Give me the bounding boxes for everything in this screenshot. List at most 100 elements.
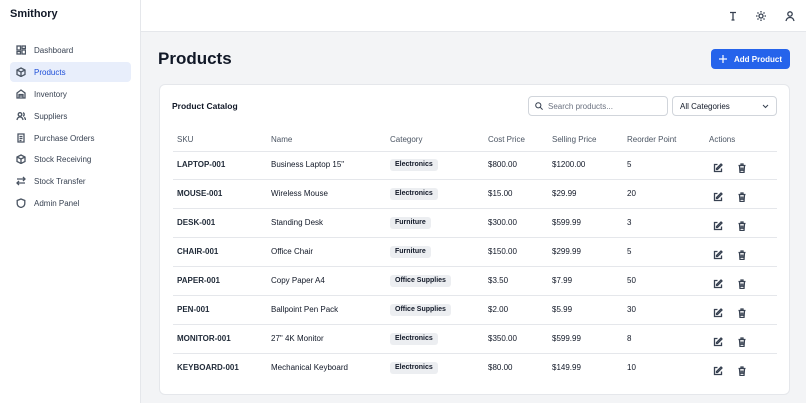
- table-cell: $29.99: [552, 189, 577, 198]
- delete-button[interactable]: [737, 334, 747, 348]
- table-cell: $599.99: [552, 218, 581, 227]
- filter-value: All Categories: [680, 101, 730, 111]
- table-cell: 30: [627, 305, 636, 314]
- delete-button[interactable]: [737, 276, 747, 290]
- column-header: Reorder Point: [627, 135, 677, 144]
- table-cell: Business Laptop 15": [271, 160, 345, 169]
- category-badge: Electronics: [390, 159, 438, 171]
- category-badge: Office Supplies: [390, 275, 451, 287]
- table-cell: $300.00: [488, 218, 517, 227]
- delete-icon: [738, 308, 746, 319]
- delete-button[interactable]: [737, 305, 747, 319]
- nav-item[interactable]: Stock Transfer: [10, 171, 131, 191]
- table-cell: MONITOR-001: [177, 334, 231, 343]
- row-separator: [173, 324, 777, 325]
- nav-icon: [16, 154, 26, 164]
- chevron: [762, 104, 769, 108]
- edit-button[interactable]: [713, 160, 723, 173]
- table-cell: Ballpoint Pen Pack: [271, 305, 339, 314]
- edit-icon: [713, 163, 723, 173]
- delete-icon: [738, 192, 746, 203]
- table-cell: $7.99: [552, 276, 573, 285]
- delete-button[interactable]: [737, 160, 747, 174]
- column-header: Actions: [709, 135, 736, 144]
- table-cell: $1200.00: [552, 160, 586, 169]
- table-cell: PAPER-001: [177, 276, 220, 285]
- nav-label: Suppliers: [34, 111, 68, 121]
- row-separator: [173, 295, 777, 296]
- category-filter[interactable]: All Categories: [672, 96, 777, 116]
- delete-button[interactable]: [737, 189, 747, 203]
- add-product-button[interactable]: Add Product: [711, 49, 790, 69]
- edit-icon: [713, 221, 723, 231]
- font-toggle[interactable]: [727, 10, 739, 22]
- category-badge: Furniture: [390, 217, 431, 229]
- nav-item[interactable]: Stock Receiving: [10, 149, 131, 169]
- delete-button[interactable]: [737, 363, 747, 377]
- edit-icon: [713, 308, 723, 318]
- nav-icon: [16, 45, 26, 55]
- table-cell: Wireless Mouse: [271, 189, 328, 198]
- top-bar: [141, 0, 806, 32]
- table-cell: KEYBOARD-001: [177, 363, 239, 372]
- category-badge: Electronics: [390, 362, 438, 374]
- search-icon: [535, 102, 543, 110]
- edit-icon: [713, 337, 723, 347]
- edit-button[interactable]: [713, 189, 723, 202]
- plus-icon: [719, 55, 727, 63]
- edit-button[interactable]: [713, 247, 723, 260]
- nav-label: Stock Receiving: [34, 154, 92, 164]
- header-separator: [173, 151, 777, 152]
- edit-button[interactable]: [713, 334, 723, 347]
- nav-icon: [16, 112, 26, 121]
- edit-button[interactable]: [713, 305, 723, 318]
- table-cell: DESK-001: [177, 218, 216, 227]
- table-cell: $2.00: [488, 305, 509, 314]
- delete-button[interactable]: [737, 218, 747, 232]
- column-header: Cost Price: [488, 135, 525, 144]
- nav-label: Stock Transfer: [34, 176, 86, 186]
- table-cell: 5: [627, 160, 632, 169]
- edit-button[interactable]: [713, 276, 723, 289]
- search-placeholder: Search products...: [548, 101, 613, 111]
- nav-icon: [17, 133, 25, 143]
- table-cell: 20: [627, 189, 636, 198]
- delete-icon: [738, 163, 746, 174]
- edit-button[interactable]: [713, 363, 723, 376]
- search-input[interactable]: Search products...: [528, 96, 668, 116]
- nav-item[interactable]: Products: [10, 62, 131, 82]
- nav-label: Dashboard: [34, 45, 74, 55]
- table-cell: $599.99: [552, 334, 581, 343]
- edit-icon: [713, 250, 723, 260]
- page-title: Products: [158, 49, 232, 68]
- table-cell: Office Chair: [271, 247, 314, 256]
- table-cell: $800.00: [488, 160, 517, 169]
- table-cell: 50: [627, 276, 636, 285]
- table-cell: 3: [627, 218, 632, 227]
- row-separator: [173, 266, 777, 267]
- catalog-card: Product Catalog Search products... All C…: [159, 84, 790, 395]
- delete-button[interactable]: [737, 247, 747, 261]
- table-cell: $3.50: [488, 276, 509, 285]
- column-header: Category: [390, 135, 423, 144]
- table-cell: 5: [627, 247, 632, 256]
- delete-icon: [738, 221, 746, 232]
- theme-toggle[interactable]: [755, 10, 767, 22]
- table-cell: PEN-001: [177, 305, 210, 314]
- nav-item[interactable]: Purchase Orders: [10, 128, 131, 148]
- nav-item[interactable]: Dashboard: [10, 40, 131, 60]
- table-cell: $80.00: [488, 363, 513, 372]
- nav-item[interactable]: Suppliers: [10, 106, 131, 126]
- table-cell: LAPTOP-001: [177, 160, 226, 169]
- nav-item[interactable]: Inventory: [10, 84, 131, 104]
- edit-button[interactable]: [713, 218, 723, 231]
- category-badge: Electronics: [390, 188, 438, 200]
- user-menu[interactable]: [784, 10, 796, 22]
- table-cell: $5.99: [552, 305, 573, 314]
- nav-item[interactable]: Admin Panel: [10, 193, 131, 213]
- nav-label: Products: [34, 67, 66, 77]
- table-cell: 10: [627, 363, 636, 372]
- nav-label: Admin Panel: [34, 198, 80, 208]
